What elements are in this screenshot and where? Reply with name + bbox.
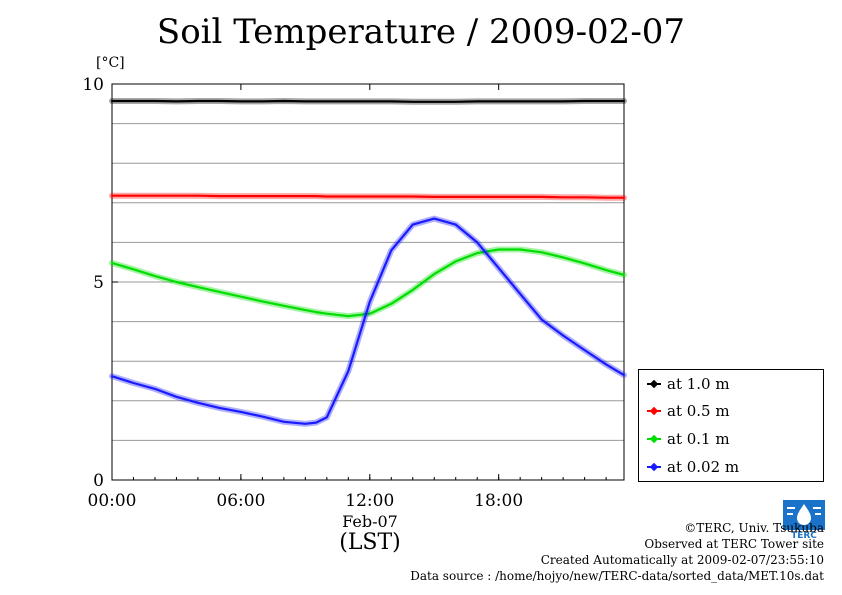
x-axis-date-label: Feb-07 [342,512,398,531]
x-tick-label: 12:00 [345,491,394,511]
copyright-text: ©TERC, Univ. Tsukuba [684,521,824,535]
series-line-at-0-1-m [110,248,626,318]
x-axis-label: (LST) [339,530,401,555]
legend-label: at 1.0 m [667,375,730,393]
observed-text: Observed at TERC Tower site [644,537,824,551]
credits-block: ©TERC, Univ. Tsukuba Observed at TERC To… [410,520,824,584]
legend-label: at 0.02 m [667,458,740,476]
data-source-text: Data source : /home/hojyo/new/TERC-data/… [410,569,824,583]
series-line-at-0-5-m [110,194,626,199]
series-line-at-1-0-m [110,99,626,103]
legend-marker-icon [647,438,661,440]
y-tick-label: 0 [93,471,104,491]
y-tick-label: 5 [93,273,104,293]
legend-item-0-1m: at 0.1 m [647,429,730,449]
legend-marker-icon [647,383,661,385]
legend-label: at 0.5 m [667,402,730,420]
y-tick-label: 10 [82,75,104,95]
legend-label: at 0.1 m [667,430,730,448]
legend-item-0-5m: at 0.5 m [647,401,730,421]
series-line-at-0-02-m [110,217,626,425]
y-axis-unit-label: [°C] [96,55,125,71]
logo-text: TERC [791,531,817,540]
x-tick-label: 00:00 [88,491,137,511]
chart-title: Soil Temperature / 2009-02-07 [156,12,686,52]
x-tick-label: 18:00 [474,491,523,511]
legend-item-1-0m: at 1.0 m [647,374,730,394]
legend-item-0-02m: at 0.02 m [647,457,739,477]
legend-marker-icon [647,466,661,468]
created-text: Created Automatically at 2009-02-07/23:5… [540,553,824,567]
terc-logo-icon: TERC [783,500,825,540]
x-tick-label: 06:00 [216,491,265,511]
chart-legend: at 1.0 m at 0.5 m at 0.1 m at 0.02 m [638,369,824,482]
legend-marker-icon [647,410,661,412]
